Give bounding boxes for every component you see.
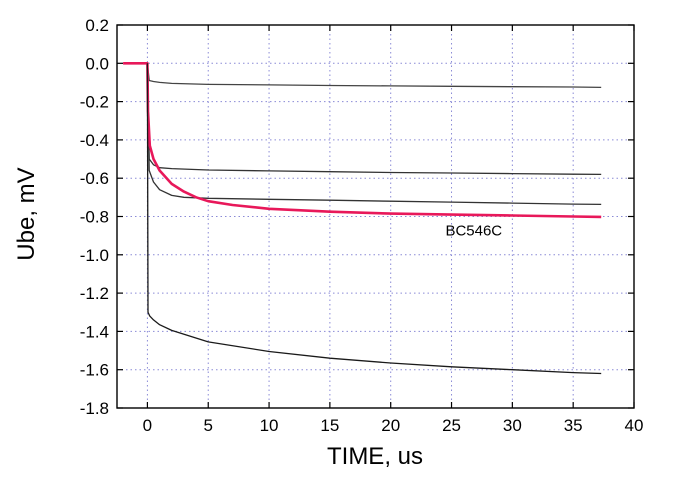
y-tick-label: 0.0 — [85, 54, 109, 73]
y-tick-label: -1.8 — [80, 399, 109, 418]
series-group — [123, 62, 602, 375]
grid-lines — [117, 25, 634, 408]
x-axis-label: TIME, us — [327, 443, 423, 470]
y-axis-label: Ube, mV — [13, 167, 40, 260]
y-tick-label: -1.4 — [80, 322, 109, 341]
plot-frame — [116, 24, 635, 409]
y-tick-label: -0.2 — [80, 93, 109, 112]
y-tick-label: -1.2 — [80, 284, 109, 303]
y-tick-label: -1.6 — [80, 361, 109, 380]
x-tick-label: 20 — [381, 416, 400, 435]
annotation-label: BC546C — [445, 223, 502, 240]
y-tick-label: -0.8 — [80, 208, 109, 227]
y-tick-label: -1.0 — [80, 246, 109, 265]
series-line-4 — [123, 62, 602, 219]
series-line-5 — [146, 63, 602, 375]
x-tick-label: 40 — [625, 416, 644, 435]
x-tick-label: 5 — [204, 416, 213, 435]
axis-ticks: 0 5 10 15 20 25 30 35 40 0.2 0.0 -0.2 -0.4 -0.6 -0.8 -1… — [80, 16, 644, 435]
y-tick-label: -0.6 — [80, 169, 109, 188]
x-tick-label: 15 — [320, 416, 339, 435]
series-line-3 — [146, 63, 602, 206]
x-tick-label: 10 — [260, 416, 279, 435]
series-line-1 — [146, 63, 602, 89]
x-tick-label: 0 — [143, 416, 152, 435]
x-tick-label: 25 — [442, 416, 461, 435]
x-tick-label: 30 — [503, 416, 522, 435]
annotations: BC546C — [445, 223, 502, 240]
y-tick-label: -0.4 — [80, 131, 109, 150]
x-tick-label: 35 — [564, 416, 583, 435]
series-line-2 — [146, 63, 602, 176]
y-tick-label: 0.2 — [85, 16, 109, 35]
